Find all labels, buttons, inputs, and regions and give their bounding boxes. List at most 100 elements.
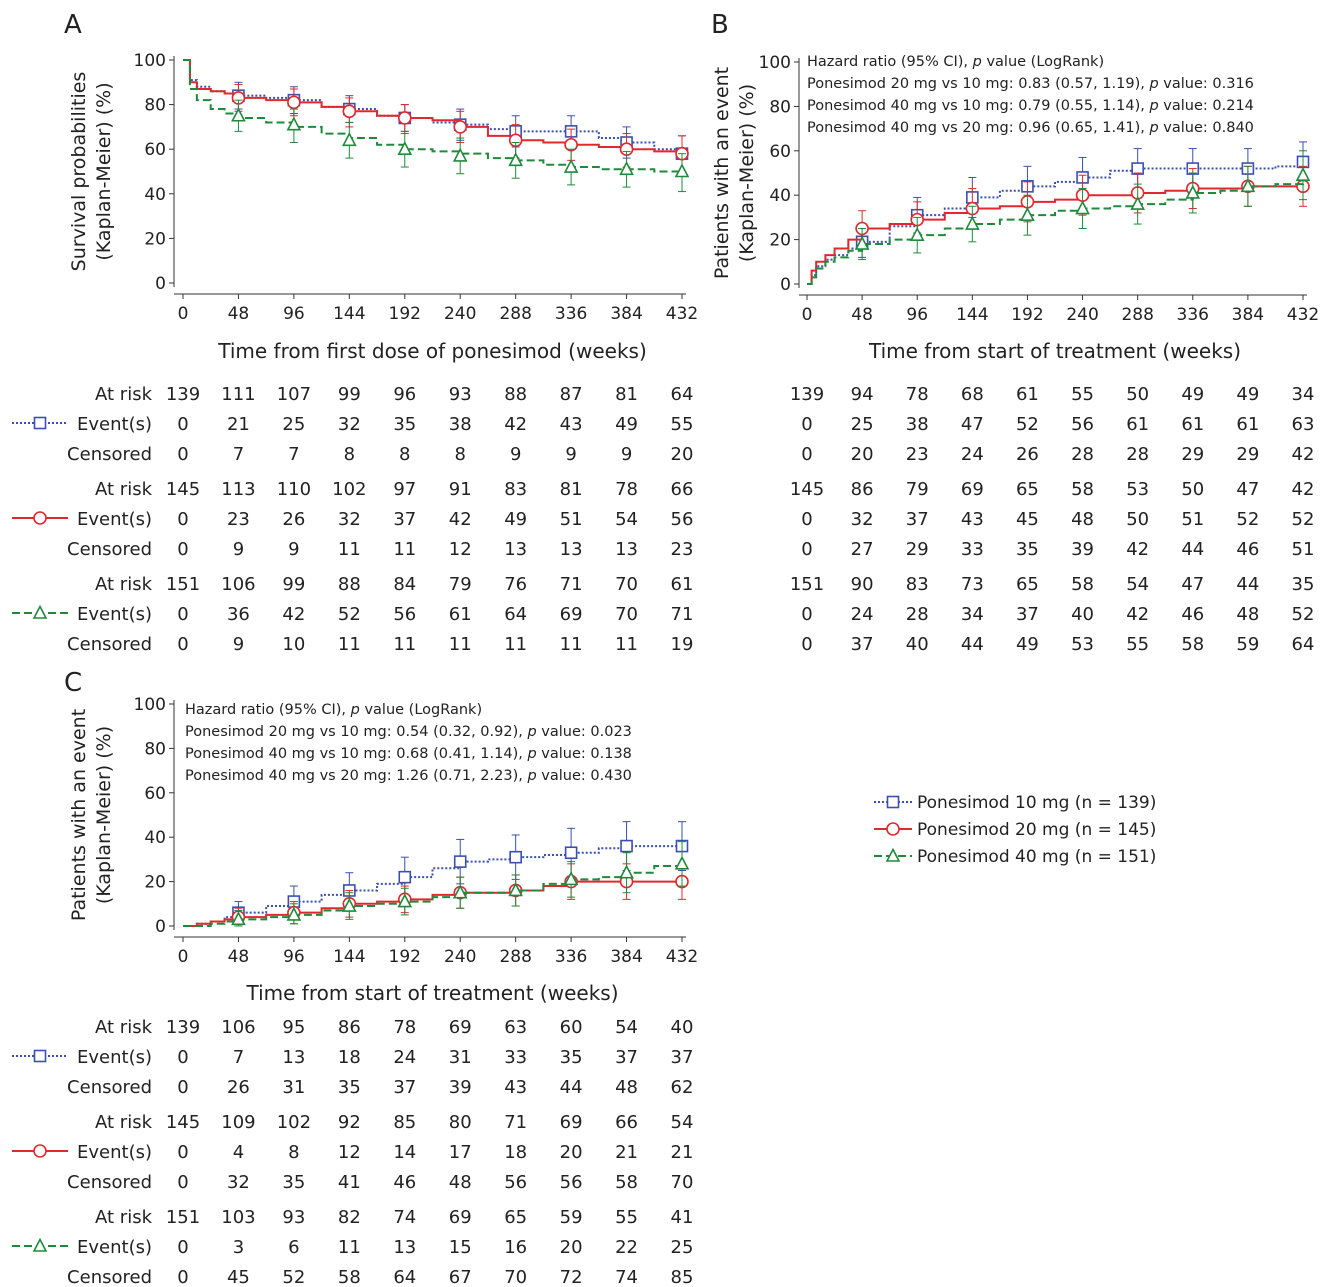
y-tick-label: 0	[155, 917, 166, 937]
risk-cell: 0	[801, 444, 812, 465]
x-tick-label: 192	[389, 304, 421, 324]
risk-cell: 0	[177, 1142, 188, 1163]
risk-cell: 37	[393, 509, 416, 530]
risk-cell: 81	[560, 479, 583, 500]
panel-letter: A	[64, 10, 82, 40]
risk-cell: 86	[851, 479, 874, 500]
data-marker	[452, 147, 468, 162]
risk-cell: 6	[288, 1237, 299, 1258]
risk-cell: 35	[393, 414, 416, 435]
risk-cell: 0	[177, 1267, 188, 1287]
risk-cell: 80	[449, 1112, 472, 1133]
risk-cell: 55	[1071, 384, 1094, 405]
risk-row-label: Event(s)	[77, 414, 152, 435]
risk-cell: 54	[615, 1017, 638, 1038]
x-tick-label: 0	[178, 304, 189, 324]
km-curve	[807, 175, 1304, 285]
legend-sample	[874, 822, 912, 836]
risk-cell: 44	[1181, 539, 1204, 560]
risk-cell: 52	[1292, 509, 1315, 530]
risk-cell: 85	[671, 1267, 694, 1287]
data-marker	[397, 140, 413, 155]
panel-letter: B	[711, 10, 729, 40]
risk-cell: 20	[851, 444, 874, 465]
x-tick-label: 192	[389, 947, 421, 967]
risk-cell: 13	[560, 539, 583, 560]
risk-cell: 66	[615, 1112, 638, 1133]
risk-cell: 64	[1292, 634, 1315, 655]
risk-cell: 34	[961, 604, 984, 625]
risk-row-label: Censored	[67, 1077, 152, 1098]
risk-cell: 11	[449, 634, 472, 655]
risk-cell: 37	[906, 509, 929, 530]
x-tick-label: 96	[283, 304, 305, 324]
risk-cell: 11	[338, 539, 361, 560]
risk-group-symbol	[12, 511, 68, 525]
risk-cell: 4	[233, 1142, 244, 1163]
risk-cell: 26	[227, 1077, 250, 1098]
risk-cell: 66	[671, 479, 694, 500]
x-axis-label: Time from start of treatment (weeks)	[868, 339, 1241, 363]
risk-cell: 64	[671, 384, 694, 405]
risk-cell: 34	[1292, 384, 1315, 405]
risk-cell: 8	[288, 1142, 299, 1163]
hazard-ratio-text: Ponesimod 40 mg vs 10 mg: 0.68 (0.41, 1.…	[185, 746, 632, 762]
risk-cell: 11	[560, 634, 583, 655]
risk-cell: 145	[166, 479, 200, 500]
x-tick-label: 384	[1232, 305, 1264, 325]
risk-cell: 7	[233, 444, 244, 465]
risk-row-label: Censored	[67, 634, 152, 655]
risk-cell: 73	[961, 574, 984, 595]
risk-cell: 65	[504, 1207, 527, 1228]
data-marker	[854, 235, 870, 250]
risk-cell: 18	[504, 1142, 527, 1163]
legend-sample	[874, 795, 912, 809]
risk-cell: 71	[671, 604, 694, 625]
risk-cell: 15	[449, 1237, 472, 1258]
risk-cell: 99	[338, 384, 361, 405]
risk-group-symbol	[12, 416, 68, 430]
risk-cell: 25	[282, 414, 305, 435]
risk-cell: 51	[1181, 509, 1204, 530]
risk-cell: 70	[504, 1267, 527, 1287]
risk-cell: 48	[615, 1077, 638, 1098]
risk-cell: 81	[615, 384, 638, 405]
x-tick-label: 144	[956, 305, 988, 325]
risk-cell: 49	[1016, 634, 1039, 655]
x-tick-label: 432	[1287, 305, 1319, 325]
data-marker	[619, 161, 634, 176]
risk-cell: 29	[906, 539, 929, 560]
risk-group-symbol	[12, 1237, 68, 1252]
risk-cell: 3	[233, 1237, 244, 1258]
risk-cell: 38	[449, 414, 472, 435]
y-tick-label: 80	[144, 96, 166, 116]
risk-cell: 48	[449, 1172, 472, 1193]
data-marker	[508, 882, 523, 897]
legend-marker	[33, 416, 47, 430]
risk-cell: 50	[1126, 384, 1149, 405]
risk-cell: 28	[1126, 444, 1149, 465]
data-marker	[1131, 162, 1144, 175]
risk-cell: 42	[1126, 539, 1149, 560]
risk-cell: 28	[1071, 444, 1094, 465]
data-marker	[1130, 195, 1145, 210]
risk-cell: 46	[393, 1172, 416, 1193]
series-3	[183, 59, 690, 193]
risk-cell: 69	[449, 1207, 472, 1228]
risk-cell: 20	[560, 1142, 583, 1163]
risk-cell: 9	[233, 539, 244, 560]
risk-cell: 46	[1181, 604, 1204, 625]
x-tick-label: 384	[610, 304, 642, 324]
risk-cell: 0	[801, 414, 812, 435]
x-tick-label: 48	[228, 304, 250, 324]
km-curve	[183, 59, 682, 173]
risk-cell: 11	[615, 634, 638, 655]
series-2	[183, 59, 689, 172]
risk-cell: 61	[1126, 414, 1149, 435]
data-marker	[286, 116, 302, 131]
risk-cell: 67	[449, 1267, 472, 1287]
x-tick-label: 0	[802, 305, 813, 325]
risk-cell: 25	[671, 1237, 694, 1258]
risk-cell: 79	[449, 574, 472, 595]
